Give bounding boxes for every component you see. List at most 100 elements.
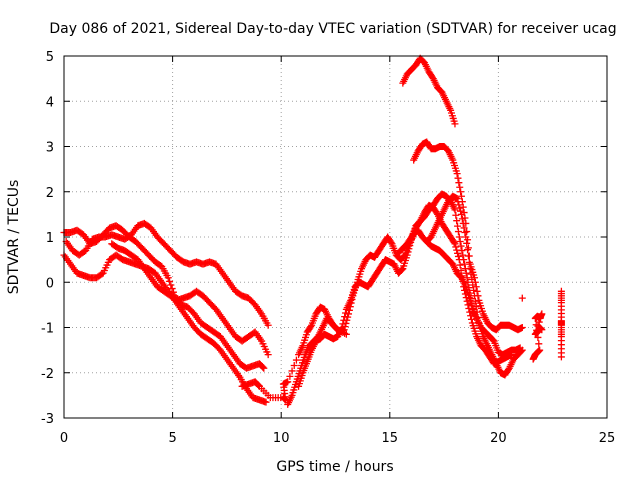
data-point [453,195,461,203]
data-point [262,398,270,406]
data-point [467,312,475,320]
data-point [341,313,349,321]
data-point [458,198,466,206]
x-tick-label: 5 [168,431,176,446]
data-point [341,309,349,317]
plot-frame [63,55,608,419]
data-point [404,248,412,256]
data-points [60,54,565,408]
data-point [462,219,470,227]
series-trace-j [423,238,479,318]
data-point [460,224,468,232]
data-point [471,274,479,282]
data-point [339,320,347,328]
data-point [454,252,462,260]
data-point [453,170,461,178]
data-point [307,323,315,331]
x-tick-label: 25 [599,431,616,446]
data-point [455,201,463,209]
data-point [516,344,524,352]
data-point [463,297,471,305]
data-point [453,217,461,225]
series-trace-l [238,303,350,404]
data-point [470,286,478,294]
y-axis: -3 -2 -1 0 1 2 3 4 5 [41,50,607,427]
series-trace-d [108,240,272,359]
data-point [456,183,464,191]
data-point [264,321,272,329]
data-point [164,274,172,282]
data-point [466,308,474,316]
data-point [459,251,467,259]
y-tick-label: 2 [46,186,54,201]
data-point [455,179,463,187]
series-trace-e [284,192,526,408]
data-point [463,228,471,236]
x-tick-label: 20 [490,431,507,446]
data-point [167,281,175,289]
data-point [453,246,461,254]
data-point [462,269,470,277]
data-point [345,310,353,318]
data-point [464,236,472,244]
data-point [472,283,480,291]
data-point [537,314,545,322]
data-point [342,330,350,338]
data-point [340,316,348,324]
data-point [452,243,460,251]
data-point [518,324,526,331]
data-point [290,362,298,370]
y-tick-label: 1 [46,231,54,246]
data-point [454,174,462,182]
data-point [455,233,463,241]
data-point [538,326,546,334]
data-point [450,238,458,246]
data-point [473,287,481,295]
data-point [284,378,292,386]
data-point [557,353,565,361]
data-point [451,206,459,214]
data-point [467,315,475,323]
series-trace-i [394,201,515,368]
data-point [461,265,469,273]
data-point [471,297,479,305]
y-axis-label: SDTVAR / TECUs [6,180,22,295]
y-tick-label: 5 [46,50,54,65]
data-point [292,356,300,364]
data-point [457,188,465,196]
data-point [451,240,459,248]
series-trace-g [399,54,459,128]
data-point [286,372,294,380]
data-point [465,252,473,260]
data-point [454,222,462,230]
data-point [471,278,479,286]
data-point [457,242,465,250]
data-point [464,244,472,252]
data-point [168,285,176,293]
data-point [452,211,460,219]
data-point [538,310,546,318]
data-point [255,381,263,389]
data-point [264,351,272,359]
x-axis: 0 5 10 15 20 25 [60,56,615,446]
y-tick-label: -3 [41,412,54,427]
data-point [454,249,462,257]
data-point [461,214,469,222]
x-tick-label: 0 [60,431,68,446]
data-point [451,120,459,128]
series-trace-h [410,138,526,334]
data-point [456,238,464,246]
series-trace-k [518,287,565,363]
data-point [457,207,465,215]
data-point [474,292,482,300]
x-axis-label: GPS time / hours [276,459,393,475]
grid [64,56,607,418]
data-point [463,239,471,247]
data-point [507,351,515,359]
series-trace-b [60,251,270,406]
y-tick-label: 4 [46,95,54,110]
series-trace-c [62,219,272,329]
data-point [405,245,413,253]
y-tick-label: 0 [46,276,54,291]
